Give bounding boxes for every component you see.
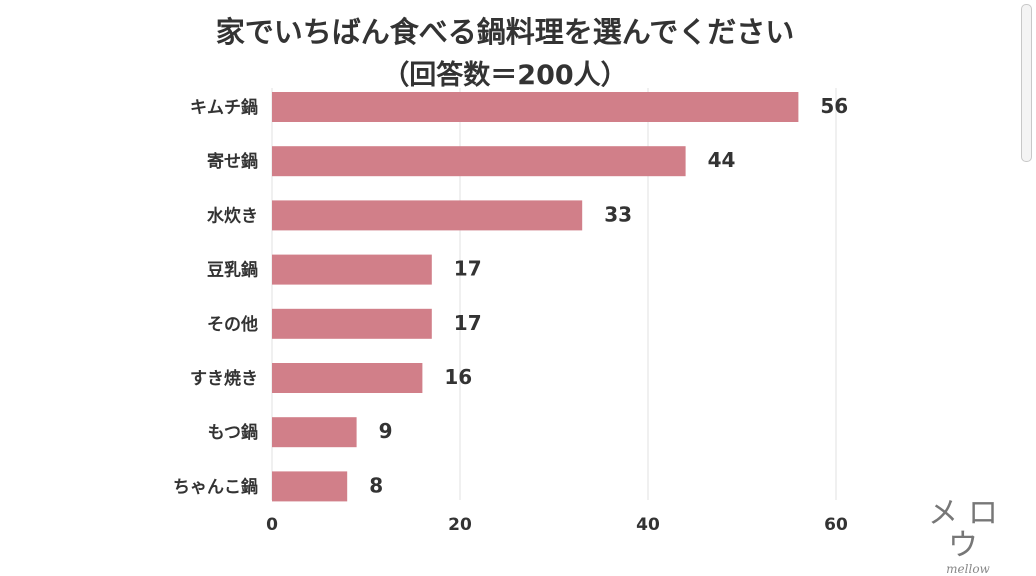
category-label: キムチ鍋 (190, 97, 258, 118)
chart-title-line-2: （回答数＝200人） (382, 59, 627, 91)
logo-main-text: メロウ (928, 496, 1008, 563)
value-label: 16 (444, 365, 472, 389)
bar (272, 200, 583, 231)
value-label: 17 (454, 257, 482, 281)
value-label: 44 (708, 148, 736, 172)
bar (272, 254, 432, 285)
mellow-logo: メロウ mellow (912, 498, 1024, 576)
scrollbar[interactable] (1021, 4, 1032, 162)
chart-title-line-1: 家でいちばん食べる鍋料理を選んでください (216, 15, 795, 49)
category-label: その他 (207, 314, 258, 335)
value-label: 17 (454, 311, 482, 335)
category-label: すき焼き (190, 368, 258, 389)
x-tick-label: 60 (824, 515, 848, 535)
x-tick-label: 0 (266, 515, 278, 535)
value-label: 8 (369, 473, 383, 497)
logo-sub-text: mellow (946, 562, 990, 576)
bar (272, 471, 348, 502)
category-label: もつ鍋 (208, 422, 258, 443)
bar-chart: 家でいちばん食べる鍋料理を選んでください （回答数＝200人） キムチ鍋寄せ鍋水… (173, 15, 848, 535)
bar (272, 308, 432, 339)
bar (272, 363, 423, 393)
bar (272, 92, 799, 122)
category-label: 寄せ鍋 (207, 151, 258, 172)
value-label: 33 (604, 202, 632, 226)
chart-title: 家でいちばん食べる鍋料理を選んでください （回答数＝200人） (216, 15, 795, 91)
x-tick-label: 20 (448, 515, 472, 535)
x-tick-label: 40 (636, 515, 660, 535)
value-label: 56 (820, 94, 848, 118)
category-label: 水炊き (207, 205, 258, 226)
bars (272, 92, 799, 502)
bar (272, 146, 686, 177)
category-label: ちゃんこ鍋 (173, 476, 258, 497)
value-labels: 56 44 33 17 17 16 9 8 (369, 94, 848, 497)
bar (272, 417, 357, 448)
value-label: 9 (379, 419, 393, 443)
x-axis-ticks: 0 20 40 60 (266, 515, 848, 535)
category-label: 豆乳鍋 (207, 260, 258, 281)
